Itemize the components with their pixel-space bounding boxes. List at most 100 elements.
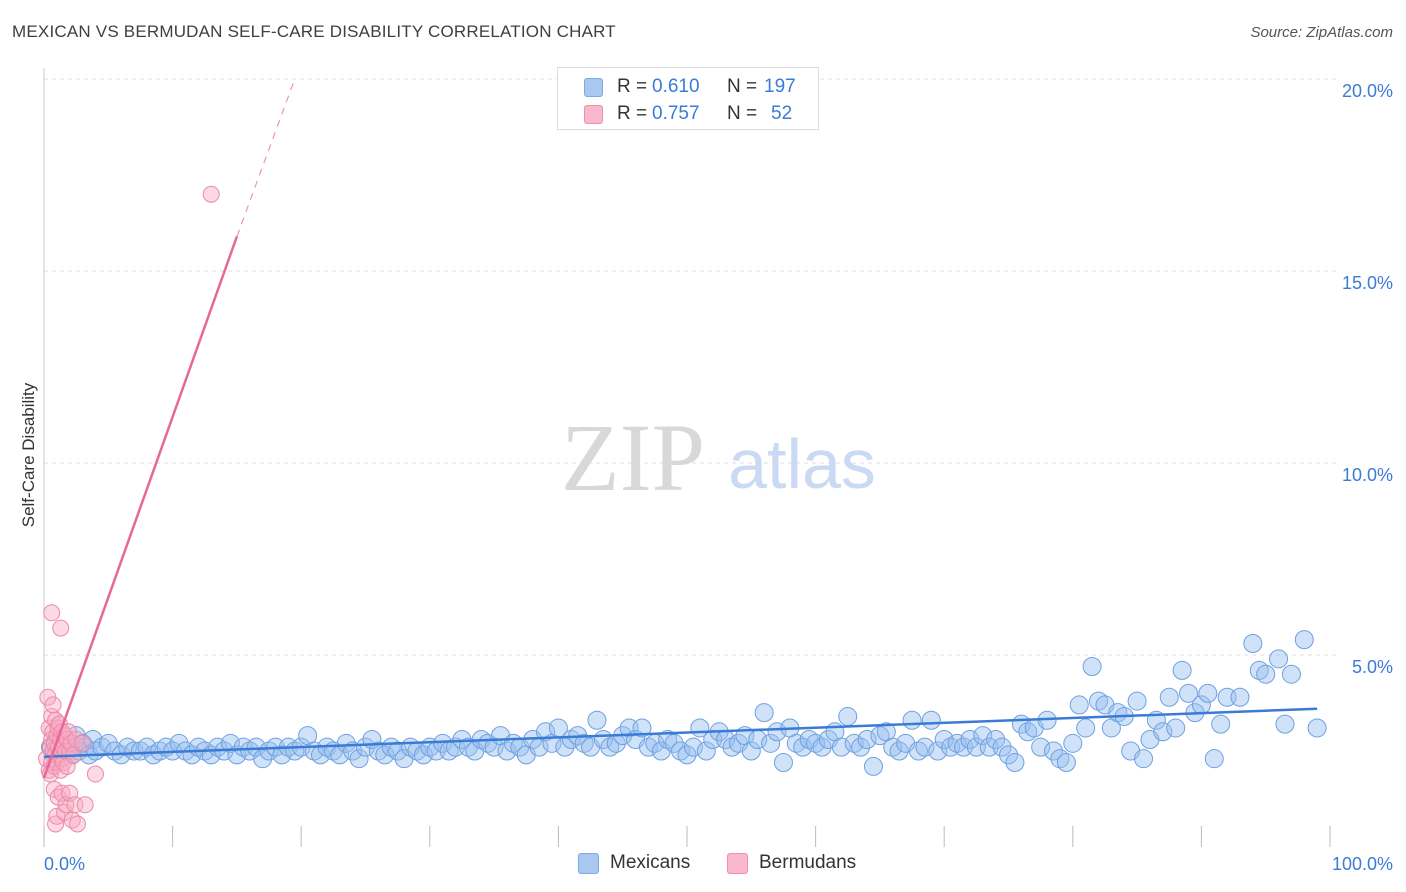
bermudans-swatch [584,105,603,124]
mexicans-point [1198,683,1218,703]
y-tick-label: 20.0% [1342,81,1393,101]
mexicans-point [1256,664,1276,684]
mexicans-point [413,745,433,765]
mexicans-point [246,737,266,757]
correlation-legend: R = 0.610 N = 197 R = 0.757 N = 52 [557,67,819,130]
mexicans-point [1044,741,1064,761]
mexicans-point [356,737,375,757]
x-tick-label: 0.0% [44,854,85,874]
mexicans-point [1307,718,1327,738]
mexicans-point [812,737,832,757]
mexicans-point [220,733,240,753]
mexicans-point [889,741,909,761]
mexicans-swatch [584,78,603,97]
mexicans-point [761,733,781,753]
mexicans-point [863,756,883,776]
mexicans-points [40,630,1327,776]
mexicans-point [1134,749,1154,769]
n-value: 52 [771,103,793,124]
y-tick-label: 15.0% [1342,273,1393,293]
mexicans-point [857,729,877,749]
mexicans-point [336,733,356,753]
watermark: ZIP atlas [561,404,876,511]
mexicans-point [793,737,813,757]
mexicans-point [1172,660,1192,680]
mexicans-point [632,718,652,738]
mexicans-point [915,737,935,757]
bermudans-point [66,796,84,814]
legend-label: Bermudans [759,852,857,873]
r-label: R = [617,76,648,97]
mexicans-point [349,749,369,769]
legend-label: Mexicans [610,852,691,873]
mexicans-point [1269,649,1289,669]
y-tick-label: 10.0% [1342,465,1393,485]
mexicans-point [124,741,144,761]
x-tick-label: 100.0% [1332,854,1393,874]
bermudans-point [74,734,92,752]
n-label: N = [727,103,758,124]
mexicans-point [1275,714,1295,734]
mexicans-point [999,745,1018,765]
mexicans-point [921,710,941,730]
mexicans-point [1056,753,1076,773]
mexicans-point [928,741,948,761]
mexicans-point [1076,718,1096,738]
axis-labels: 5.0% 10.0% 15.0% 20.0% 0.0% 100.0% [44,81,1393,874]
mexicans-point [677,745,697,765]
mexicans-point [1230,687,1250,707]
mexicans-point [272,745,292,765]
chart-title: MEXICAN VS BERMUDAN SELF-CARE DISABILITY… [12,22,616,41]
mexicans-point [536,722,556,742]
mexicans-point [1281,664,1301,684]
r-value: 0.757 [652,103,700,124]
bermudans-point [43,604,61,622]
mexicans-point [992,737,1012,757]
mexicans-point [1204,749,1224,769]
mexicans-point [1082,657,1102,677]
mexicans-point [497,741,517,761]
mexicans-point [683,737,703,757]
mexicans-point [934,729,954,749]
mexicans-point [1069,695,1089,715]
bermudans-point [52,619,70,637]
y-tick-label: 5.0% [1352,657,1393,677]
mexicans-point [902,710,922,730]
bermudans-point [202,185,220,203]
mexicans-point [741,741,761,761]
chart-source: Source: ZipAtlas.com [1250,24,1393,41]
bermudans-point [68,815,86,833]
mexicans-point [851,737,871,757]
bermudans-point [86,765,104,783]
mexicans-point [1159,687,1179,707]
bermudans-points [38,185,220,833]
mexicans-point [767,722,787,742]
bermudans-point [76,796,94,814]
mexicans-point [388,741,408,761]
r-label: R = [617,103,648,124]
mexicans-point [484,737,504,757]
r-value: 0.610 [652,76,700,97]
mexicans-point [98,733,118,753]
grid-lines [44,78,1336,656]
mexicans-swatch [578,853,599,874]
mexicans-point [1243,633,1263,653]
mexicans-point [587,710,607,730]
mexicans-point [1153,722,1173,742]
bermudans-trend-line [42,236,239,779]
mexicans-point [1005,753,1025,773]
mexicans-point [986,729,1006,749]
mexicans-point [773,753,793,773]
mexicans-trend-line [43,707,1318,759]
mexicans-point [1179,683,1199,703]
mexicans-point [973,726,993,746]
mexicans-point [1166,718,1186,738]
y-axis-title: Self-Care Disability [19,382,38,527]
mexicans-point [831,737,851,757]
bermudans-trend-extension [236,78,296,237]
watermark-atlas: atlas [728,425,876,503]
mexicans-point [433,733,453,753]
trend-lines [42,78,1318,779]
mexicans-point [696,741,716,761]
